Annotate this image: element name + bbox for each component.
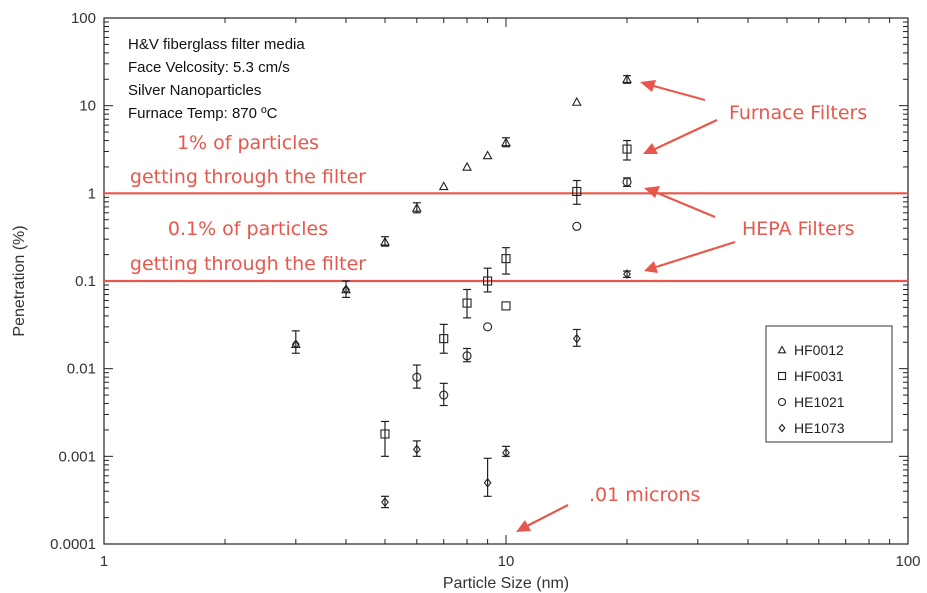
info-line-3: Silver Nanoparticles — [128, 82, 261, 99]
info-line-1: H&V fiberglass filter media — [128, 36, 305, 53]
legend-label: HE1073 — [794, 420, 845, 436]
legend-label: HF0012 — [794, 342, 844, 358]
marker-circle — [622, 177, 632, 187]
marker-triangle — [501, 137, 511, 147]
annotation-1pct: 1% of particles — [177, 132, 319, 154]
marker-diamond — [291, 339, 300, 350]
marker-square — [501, 254, 511, 264]
tick-labels: 1 10 100 0.0001 0.001 0.01 0.1 1 10 100 — [50, 10, 920, 570]
arrow-hepa-upper — [654, 190, 716, 219]
marker-square — [380, 429, 390, 439]
x-tick-label: 10 — [498, 553, 515, 570]
arrow-furnace-upper — [649, 83, 706, 102]
marker-circle — [462, 351, 472, 361]
arrow-hepa-lower-head — [644, 261, 658, 273]
legend: HF0012 HF0031 HE1021 HE1073 — [765, 325, 893, 443]
marker-diamond — [342, 284, 350, 295]
x-tick-label: 1 — [100, 553, 108, 570]
tick-marks — [103, 17, 909, 545]
legend-items: HF0012 HF0031 HE1021 HE1073 — [777, 342, 845, 436]
marker-triangle — [777, 345, 787, 354]
marker-square — [501, 301, 511, 311]
marker-circle — [777, 397, 787, 407]
marker-triangle — [438, 181, 449, 191]
reference-lines — [104, 192, 908, 283]
y-tick-label: 0.1 — [75, 273, 96, 290]
y-tick-label: 10 — [79, 98, 96, 115]
x-tick-label: 100 — [895, 553, 920, 570]
marker-triangle — [571, 96, 582, 106]
legend-label: HE1021 — [794, 394, 845, 410]
marker-triangle — [622, 74, 632, 84]
marker-diamond — [778, 423, 786, 433]
arrow-hepa-lower — [655, 240, 736, 269]
marker-diamond — [572, 333, 581, 344]
marker-triangle — [482, 150, 493, 160]
marker-circle — [572, 221, 582, 231]
annotation-01pct: 0.1% of particles — [168, 218, 328, 240]
marker-circle — [439, 390, 449, 400]
arrow-furnace-lower-head — [643, 143, 658, 154]
marker-diamond — [412, 444, 421, 455]
arrow-furnace-upper-head — [640, 80, 656, 92]
y-tick-label: 0.0001 — [50, 536, 96, 553]
arrow-furnace-lower — [654, 119, 718, 150]
y-tick-label: 0.01 — [67, 361, 96, 378]
marker-diamond — [502, 447, 510, 458]
marker-circle — [412, 372, 422, 382]
y-tick-label: 0.001 — [58, 448, 96, 465]
marker-diamond — [381, 497, 389, 508]
arrow-microns-head — [516, 520, 531, 532]
annotation-arrows — [516, 80, 736, 532]
info-line-4: Furnace Temp: 870 ºC — [128, 105, 278, 122]
annotation-01pct-sub: getting through the filter — [130, 253, 366, 275]
arrow-microns — [526, 504, 569, 527]
y-axis-label: Penetration (%) — [11, 225, 28, 336]
annotation-01-microns: .01 microns — [589, 484, 700, 506]
x-axis-label: Particle Size (nm) — [443, 575, 569, 592]
info-line-2: Face Velcosity: 5.3 cm/s — [128, 59, 290, 76]
marker-triangle — [380, 236, 390, 246]
marker-diamond — [483, 477, 492, 488]
marker-square — [439, 334, 449, 344]
marker-square — [462, 298, 472, 308]
marker-square — [483, 276, 493, 286]
marker-triangle — [462, 161, 472, 171]
marker-square — [777, 371, 787, 381]
arrow-hepa-upper-head — [644, 186, 660, 198]
marker-diamond — [623, 269, 631, 279]
y-tick-label: 1 — [88, 185, 96, 202]
marker-circle — [483, 322, 493, 332]
marker-square — [572, 186, 582, 197]
annotation-furnace-filters: Furnace Filters — [729, 102, 867, 124]
legend-box — [765, 325, 893, 443]
legend-label: HF0031 — [794, 368, 844, 384]
data-markers — [290, 74, 632, 508]
marker-square — [622, 144, 632, 154]
y-tick-label: 100 — [71, 10, 96, 27]
marker-triangle — [411, 202, 422, 212]
annotation-hepa-filters: HEPA Filters — [742, 218, 855, 240]
annotation-1pct-sub: getting through the filter — [130, 166, 366, 188]
